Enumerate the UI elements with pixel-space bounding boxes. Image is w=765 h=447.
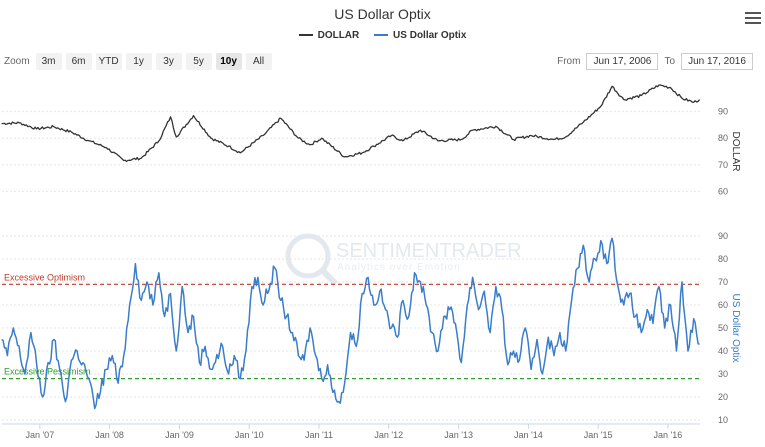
y-tick-label: 10	[718, 415, 728, 425]
zoom-label: Zoom	[4, 56, 30, 67]
x-tick-label: Jan '14	[514, 430, 543, 440]
x-tick-label: Jan '11	[305, 430, 333, 440]
x-tick-label: Jan '13	[444, 430, 473, 440]
legend-label-optix: US Dollar Optix	[393, 29, 467, 41]
y-axis-title-1: US Dollar Optix	[730, 294, 741, 363]
from-label: From	[557, 56, 581, 67]
y-tick-label: 90	[718, 231, 728, 241]
legend-label-dollar: DOLLAR	[317, 29, 360, 41]
y-tick-label: 70	[718, 160, 728, 170]
zoom-button-1y[interactable]: 1y	[125, 53, 152, 70]
zoom-button-all[interactable]: All	[245, 53, 272, 70]
y-axis-title-0: DOLLAR	[730, 131, 741, 171]
y-tick-label: 80	[718, 254, 728, 264]
legend-swatch-optix	[374, 34, 389, 36]
x-tick-label: Jan '10	[235, 430, 264, 440]
zoom-button-3y[interactable]: 3y	[155, 53, 182, 70]
y-tick-label: 90	[718, 107, 728, 117]
legend-item-dollar[interactable]: DOLLAR	[298, 29, 360, 41]
watermark-magnifier-handle	[319, 267, 339, 287]
legend: DOLLAR US Dollar Optix	[0, 28, 765, 41]
date-range-selector: From Jun 17, 2006 To Jun 17, 2016	[557, 53, 759, 70]
zoom-button-6m[interactable]: 6m	[65, 53, 92, 70]
hamburger-menu-icon[interactable]	[745, 12, 761, 26]
y-tick-label: 70	[718, 277, 728, 287]
zoom-button-10y[interactable]: 10y	[215, 53, 242, 70]
zoom-button-5y[interactable]: 5y	[185, 53, 212, 70]
x-tick-label: Jan '09	[165, 430, 194, 440]
x-tick-label: Jan '15	[584, 430, 613, 440]
series-line-dollar	[1, 84, 701, 163]
y-tick-label: 80	[718, 133, 728, 143]
zoom-button-3m[interactable]: 3m	[35, 53, 62, 70]
y-tick-label: 30	[718, 369, 728, 379]
watermark-subtext: Analytics over Emotion	[337, 262, 461, 273]
to-date-input[interactable]: Jun 17, 2016	[681, 53, 753, 70]
watermark-text: SENTIMENTRADER	[336, 240, 522, 262]
chart-title: US Dollar Optix	[334, 6, 431, 22]
band-label-0: Excessive Optimism	[4, 272, 85, 282]
to-label: To	[664, 56, 675, 67]
legend-swatch-dollar	[298, 34, 313, 36]
zoom-button-ytd[interactable]: YTD	[95, 53, 122, 70]
y-tick-label: 60	[718, 186, 728, 196]
y-tick-label: 40	[718, 346, 728, 356]
from-date-input[interactable]: Jun 17, 2006	[586, 53, 659, 70]
series-line-optix	[1, 237, 700, 410]
x-tick-label: Jan '08	[95, 430, 124, 440]
legend-item-optix[interactable]: US Dollar Optix	[374, 30, 466, 41]
x-tick-label: Jan '12	[374, 430, 403, 440]
y-tick-label: 60	[718, 300, 728, 310]
band-label-1: Excessive Pessimism	[4, 367, 91, 377]
x-tick-label: Jan '16	[654, 430, 683, 440]
y-tick-label: 50	[718, 323, 728, 333]
zoom-bar: Zoom 3m 6m YTD 1y 3y 5y 10y All	[4, 53, 276, 70]
y-tick-label: 20	[718, 392, 728, 402]
x-tick-label: Jan '07	[25, 430, 54, 440]
